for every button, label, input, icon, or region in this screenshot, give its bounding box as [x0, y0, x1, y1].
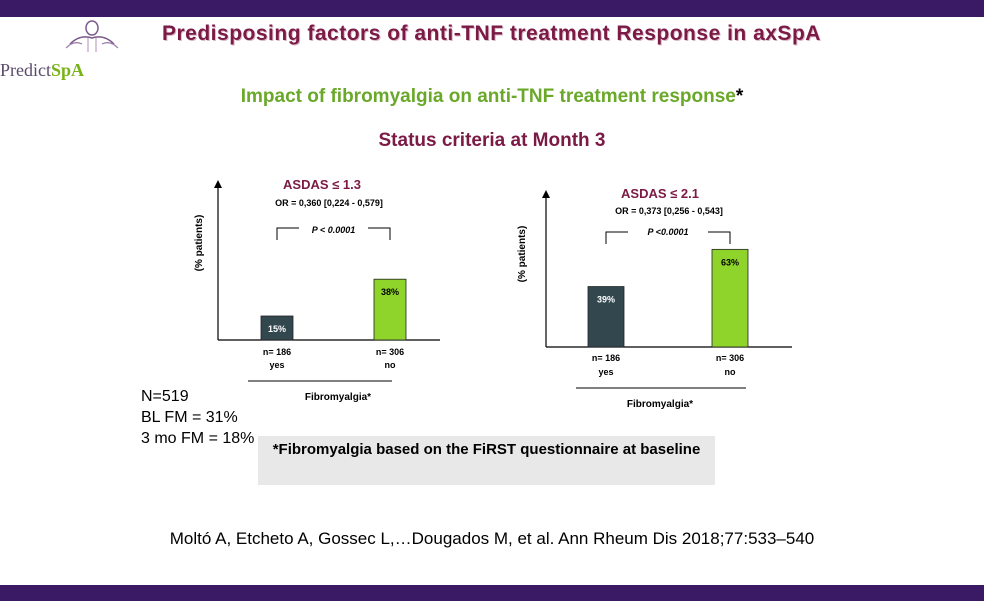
chart2-value-label-no: 63%: [721, 257, 739, 267]
chart2-x-label: Fibromyalgia*: [627, 399, 693, 410]
chart1-bracket-right: [368, 227, 391, 240]
chart2-bar-yes: [587, 286, 625, 348]
slide-title: Predisposing factors of anti-TNF treatme…: [162, 22, 821, 45]
chart2-y-axis-arrow-icon: [542, 190, 550, 198]
chart2-n-label-yes: n= 186: [592, 353, 620, 363]
chart1-bar-no: [373, 278, 407, 341]
subtitle-text: Impact of fibromyalgia on anti-TNF treat…: [240, 86, 736, 107]
chart1-n-label-yes: n= 186: [263, 347, 291, 357]
logo-text-spa: SpA: [51, 60, 85, 80]
chart2-n-label-no: n= 306: [716, 353, 744, 363]
logo-figure-icon: [65, 20, 119, 52]
chart2-category-label-yes: yes: [598, 367, 613, 377]
chart2-title: ASDAS ≤ 2.1: [621, 186, 699, 201]
chart1-y-axis-arrow-icon: [214, 180, 222, 188]
footnote-box: *Fibromyalgia based on the FiRST questio…: [258, 436, 715, 485]
chart1-y-label: (% patients): [194, 215, 205, 272]
chart1-category-label-yes: yes: [269, 360, 284, 370]
chart2-p-value: P <0.0001: [648, 227, 689, 237]
chart1-bar-yes: [260, 315, 294, 341]
chart1-category-label-no: no: [385, 360, 396, 370]
predictspa-logo: PredictSpA: [0, 14, 140, 80]
chart1-value-label-yes: 15%: [268, 324, 286, 334]
citation: Moltó A, Etcheto A, Gossec L,…Dougados M…: [169, 529, 815, 548]
top-banner: [0, 0, 984, 17]
chart2-bracket-right: [708, 231, 731, 244]
note-3mo-fm: 3 mo FM = 18%: [141, 430, 255, 447]
logo-text: PredictSpA: [0, 60, 84, 81]
chart2-value-label-yes: 39%: [597, 295, 615, 305]
logo-text-predict: Predict: [0, 60, 51, 80]
chart2-bar-no: [711, 248, 749, 348]
chart2-bracket-left: [605, 231, 628, 244]
chart1-bracket-left: [276, 227, 299, 240]
note-bl-fm: BL FM = 31%: [141, 409, 238, 426]
chart1-p-value: P < 0.0001: [312, 225, 355, 235]
subtitle: Impact of fibromyalgia on anti-TNF treat…: [0, 86, 984, 108]
sample-notes: N=519 BL FM = 31% 3 mo FM = 18%: [141, 386, 254, 449]
chart2-y-label: (% patients): [517, 226, 528, 283]
chart2-or-label: OR = 0,373 [0,256 - 0,543]: [615, 206, 723, 216]
subtitle-star: *: [735, 86, 744, 107]
chart1-or-label: OR = 0,360 [0,224 - 0,579]: [275, 198, 383, 208]
status-title: Status criteria at Month 3: [378, 130, 606, 151]
chart1-title: ASDAS ≤ 1.3: [283, 177, 361, 192]
chart2-category-label-no: no: [725, 367, 736, 377]
chart1-x-label: Fibromyalgia*: [305, 392, 371, 403]
chart1-value-label-no: 38%: [381, 287, 399, 297]
chart1-n-label-no: n= 306: [376, 347, 404, 357]
bottom-banner: [0, 585, 984, 601]
note-n: N=519: [141, 388, 189, 405]
